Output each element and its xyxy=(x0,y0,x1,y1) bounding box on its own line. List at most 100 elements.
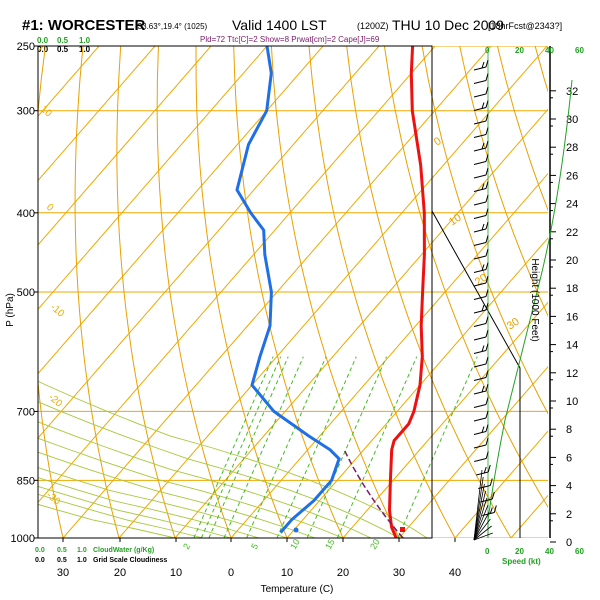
wind-barb xyxy=(473,154,489,165)
moist-adiabat xyxy=(38,467,288,538)
height-label: 8 xyxy=(566,424,572,436)
temp-label: 30 xyxy=(393,567,405,579)
cloud-scale-bottom-0: 0.0 xyxy=(35,547,45,554)
wind-barb-low xyxy=(473,504,489,541)
isotherm-line xyxy=(174,108,548,538)
speed-bottom-label: 60 xyxy=(575,547,584,556)
isotherm-line xyxy=(38,46,268,311)
mixing-ratio-line xyxy=(208,356,289,538)
speed-bottom-label: 20 xyxy=(515,547,524,556)
wind-barb xyxy=(473,113,489,125)
mixing-ratio-line xyxy=(397,356,478,538)
pressure-label: 250 xyxy=(17,41,35,53)
cloud-scale-top-b1: 0.5 xyxy=(57,45,69,54)
height-label: 30 xyxy=(566,114,578,126)
indices-line: Pld=72 Ttc[C]=2 Show=8 Prwat[cm]=2 Cape[… xyxy=(200,35,380,44)
pressure-label: 500 xyxy=(17,287,35,299)
isotherm-line xyxy=(398,365,548,538)
dry-adiabat-label: 10 xyxy=(447,212,464,229)
gridscale-label: Grid Scale Cloudiness xyxy=(93,557,167,564)
dry-adiabat xyxy=(308,46,456,538)
height-label: 22 xyxy=(566,227,578,239)
pressure-label: 1000 xyxy=(11,533,35,545)
temp-label: 10 xyxy=(170,567,182,579)
wind-barb xyxy=(473,410,489,422)
moist-adiabat xyxy=(38,421,372,538)
mixing-ratio-label: 15 xyxy=(323,537,337,551)
dry-adiabat xyxy=(346,46,512,538)
dry-adiabat xyxy=(74,46,120,538)
temp-label: 0 xyxy=(228,567,234,579)
surface-dewpoint-marker xyxy=(293,527,299,533)
height-label: 0 xyxy=(566,537,572,549)
wind-barb xyxy=(473,262,489,273)
mixing-ratio-line xyxy=(246,356,327,538)
temp-label: 20 xyxy=(337,567,349,579)
wind-barb xyxy=(473,275,489,287)
mixing-ratio-label: 20 xyxy=(368,537,382,551)
speed-bottom-label: 40 xyxy=(545,547,554,556)
height-label: 6 xyxy=(566,452,572,464)
wind-barb xyxy=(473,235,489,246)
temperature-curve xyxy=(387,45,426,539)
cloud-scale-top: 0.0 0.5 1.0 xyxy=(37,36,91,45)
moist-adiabat xyxy=(38,477,260,538)
wind-barb-low xyxy=(473,511,490,541)
mixing-ratio-label: 5 xyxy=(249,542,260,551)
speed-axis-title: Speed (kt) xyxy=(502,557,541,566)
grid-clipped xyxy=(0,46,548,538)
isotherm-line xyxy=(38,46,324,375)
dry-adiabat xyxy=(459,46,548,317)
dry-adiabat xyxy=(421,46,548,415)
wind-barb xyxy=(473,343,489,354)
isotherm-label: -10 xyxy=(48,302,66,320)
speed-top-label: 40 xyxy=(545,46,554,55)
wind-barb xyxy=(473,167,489,179)
height-label: 14 xyxy=(566,340,578,352)
cloud-scale-bottom-1: 0.5 xyxy=(57,547,67,554)
mixing-ratio-line xyxy=(193,356,274,538)
cloud-scale-top-1: 0.5 xyxy=(57,36,69,45)
height-label: 20 xyxy=(566,255,578,267)
height-label: 24 xyxy=(566,199,578,211)
dry-adiabat xyxy=(0,46,8,538)
dry-adiabat xyxy=(270,46,400,538)
wind-barb xyxy=(473,86,489,98)
speed-top-label: 20 xyxy=(515,46,524,55)
temp-label: 30 xyxy=(57,567,69,579)
isotherm-line xyxy=(62,46,492,538)
cloud-scale-bottom-5: 1.0 xyxy=(77,557,87,564)
pressure-label: 400 xyxy=(17,208,35,220)
wind-barb-low xyxy=(473,476,484,541)
mixing-ratio-label: 10 xyxy=(288,537,302,551)
wind-barb-low xyxy=(473,483,485,541)
moist-adiabat xyxy=(38,401,400,538)
moist-adiabat xyxy=(38,437,344,538)
surface-temp-marker xyxy=(400,527,405,532)
mixing-ratio-line xyxy=(223,356,304,538)
wind-barb xyxy=(473,329,489,341)
pressure-label: 700 xyxy=(17,406,35,418)
temp-label: 40 xyxy=(449,567,461,579)
moist-adiabat xyxy=(38,485,232,538)
dry-adiabat xyxy=(116,46,176,538)
x-axis-title: Temperature (C) xyxy=(261,584,334,595)
y-axis-title: P (hPa) xyxy=(5,293,16,327)
isotherm-line xyxy=(286,237,548,538)
wind-barb xyxy=(476,464,491,476)
isotherm-line xyxy=(38,46,212,246)
cloud-scale-bottom-2: 1.0 xyxy=(77,547,87,554)
dry-adiabat xyxy=(496,46,548,212)
cloud-scale-top-b0: 0.0 xyxy=(37,45,49,54)
speed-bottom-label: 0 xyxy=(485,547,490,556)
height-label: 28 xyxy=(566,142,578,154)
wind-barbs xyxy=(473,59,497,541)
wind-barb xyxy=(473,127,489,138)
height-label: 10 xyxy=(566,396,578,408)
wind-barb xyxy=(473,370,489,381)
wind-barb xyxy=(473,140,489,152)
wind-barb-low xyxy=(473,497,488,541)
wind-barb xyxy=(473,73,489,84)
chart-title: #1: WORCESTER xyxy=(22,17,146,34)
